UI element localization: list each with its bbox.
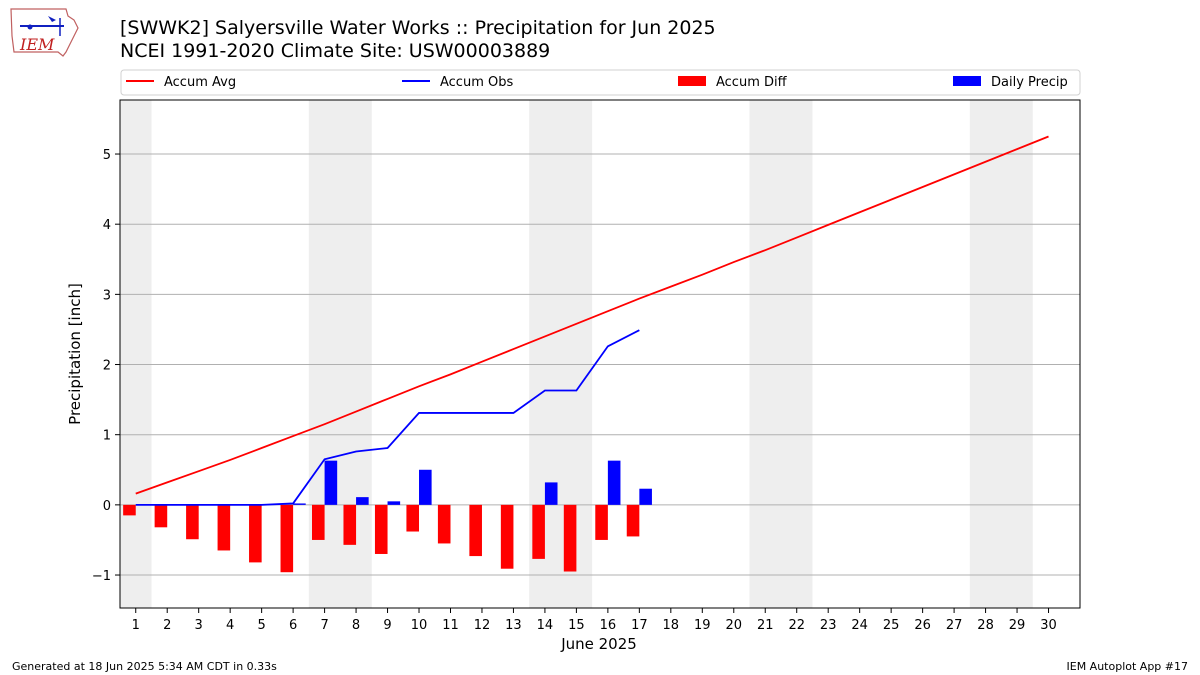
daily-precip-bar bbox=[324, 460, 338, 505]
x-tick-label: 5 bbox=[257, 618, 265, 633]
x-tick-label: 2 bbox=[163, 618, 171, 633]
daily-precip-bar bbox=[544, 482, 558, 505]
x-tick-label: 12 bbox=[474, 618, 491, 633]
accum-diff-bar bbox=[374, 504, 388, 554]
daily-precip-bar bbox=[607, 460, 621, 505]
iem-logo: IEM bbox=[10, 8, 79, 57]
legend-label-accum-avg: Accum Avg bbox=[164, 75, 236, 90]
x-tick-label: 4 bbox=[226, 618, 234, 633]
x-axis: 1 2 3 4 5 6 7 8 9 10 11 12 13 14 15 16 17 18 19 20 21 22 23 24 2… bbox=[132, 608, 1057, 633]
weekend-band bbox=[749, 100, 813, 608]
x-tick-label: 30 bbox=[1040, 618, 1057, 633]
accum-obs-line bbox=[135, 329, 640, 506]
y-tick-label: 0 bbox=[103, 499, 111, 514]
y-tick-label: 5 bbox=[103, 148, 111, 163]
accum-diff-bar bbox=[249, 504, 262, 563]
accum-avg-line bbox=[135, 135, 1049, 495]
chart-title: [SWWK2] Salyersville Water Works :: Prec… bbox=[120, 17, 716, 39]
weekend-band bbox=[969, 100, 1033, 608]
x-tick-label: 1 bbox=[132, 618, 140, 633]
accum-diff-bar bbox=[437, 504, 451, 544]
x-tick-label: 16 bbox=[600, 618, 617, 633]
x-tick-label: 26 bbox=[914, 618, 931, 633]
x-tick-label: 13 bbox=[505, 618, 522, 633]
accum-diff-bar bbox=[312, 504, 325, 540]
logo-swoosh bbox=[48, 16, 56, 22]
weekend-bands bbox=[120, 100, 1033, 608]
accum-diff-bar bbox=[469, 504, 482, 557]
bars bbox=[123, 460, 652, 573]
accum-diff-bar bbox=[532, 504, 545, 559]
x-tick-label: 21 bbox=[757, 618, 774, 633]
daily-precip-bar bbox=[387, 501, 401, 505]
x-tick-label: 18 bbox=[663, 618, 680, 633]
x-tick-label: 7 bbox=[320, 618, 328, 633]
weekend-band bbox=[120, 100, 152, 608]
accum-diff-bar bbox=[217, 504, 231, 551]
x-tick-label: 9 bbox=[383, 618, 391, 633]
daily-precip-bar bbox=[419, 469, 432, 505]
accum-diff-bar bbox=[123, 504, 136, 516]
logo-dot bbox=[27, 24, 33, 30]
x-tick-label: 20 bbox=[725, 618, 742, 633]
daily-precip-bar bbox=[639, 488, 652, 505]
accum-diff-bar bbox=[154, 504, 168, 528]
daily-precip-bar bbox=[293, 503, 306, 505]
y-axis: −1 0 1 2 3 4 5 bbox=[92, 148, 120, 584]
footer-generated: Generated at 18 Jun 2025 5:34 AM CDT in … bbox=[12, 660, 277, 673]
accum-diff-bar bbox=[280, 504, 294, 573]
x-tick-label: 17 bbox=[631, 618, 648, 633]
accum-diff-bar bbox=[595, 504, 608, 540]
accum-diff-bar bbox=[186, 504, 199, 540]
y-tick-label: 4 bbox=[103, 218, 111, 233]
accum-diff-bar bbox=[500, 504, 514, 569]
legend: Accum Avg Accum Obs Accum Diff Daily Pre… bbox=[120, 69, 1081, 96]
y-tick-label: 2 bbox=[103, 359, 111, 374]
legend-box bbox=[120, 69, 1081, 96]
x-tick-label: 8 bbox=[352, 618, 360, 633]
logo-text: IEM bbox=[19, 35, 55, 54]
daily-precip-bar bbox=[356, 497, 369, 505]
x-tick-label: 10 bbox=[411, 618, 428, 633]
legend-swatch-accum-diff bbox=[678, 76, 706, 86]
legend-label-accum-obs: Accum Obs bbox=[440, 75, 513, 90]
x-axis-label: June 2025 bbox=[560, 635, 637, 653]
legend-label-accum-diff: Accum Diff bbox=[716, 75, 788, 90]
x-tick-label: 6 bbox=[289, 618, 297, 633]
y-tick-label: 3 bbox=[103, 288, 111, 303]
x-tick-label: 25 bbox=[883, 618, 900, 633]
x-tick-label: 22 bbox=[788, 618, 805, 633]
accum-diff-bar bbox=[626, 504, 640, 537]
chart-subtitle: NCEI 1991-2020 Climate Site: USW00003889 bbox=[120, 40, 551, 62]
legend-swatch-daily-precip bbox=[953, 76, 981, 86]
x-tick-label: 19 bbox=[694, 618, 711, 633]
iowa-state-outline bbox=[10, 8, 79, 57]
x-tick-label: 23 bbox=[820, 618, 837, 633]
footer-app: IEM Autoplot App #17 bbox=[1066, 660, 1189, 673]
legend-label-daily-precip: Daily Precip bbox=[991, 75, 1068, 90]
x-tick-label: 14 bbox=[537, 618, 554, 633]
x-tick-label: 11 bbox=[442, 618, 459, 633]
x-tick-label: 24 bbox=[851, 618, 868, 633]
x-tick-label: 28 bbox=[977, 618, 994, 633]
x-tick-label: 27 bbox=[946, 618, 963, 633]
x-tick-label: 15 bbox=[568, 618, 585, 633]
accum-diff-bar bbox=[343, 504, 357, 545]
y-tick-label: 1 bbox=[103, 429, 111, 444]
x-tick-label: 29 bbox=[1009, 618, 1026, 633]
y-tick-label: −1 bbox=[92, 569, 111, 584]
series-lines bbox=[135, 135, 1049, 506]
plot-frame bbox=[119, 99, 1081, 609]
accum-diff-bar bbox=[563, 504, 577, 572]
x-tick-label: 3 bbox=[195, 618, 203, 633]
accum-diff-bar bbox=[406, 504, 420, 532]
y-axis-label: Precipitation [inch] bbox=[66, 283, 84, 425]
